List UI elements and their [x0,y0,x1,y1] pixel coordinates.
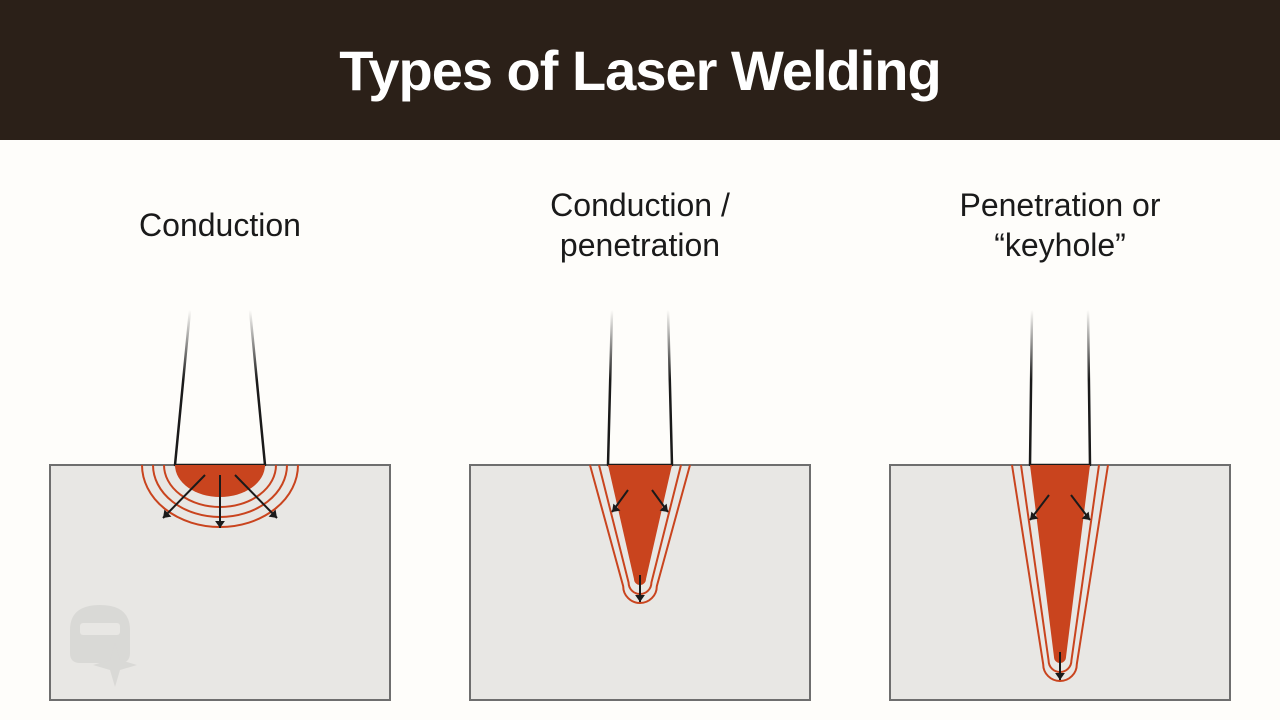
panel-label-conduction: Conduction [139,180,301,270]
panel-label-conduction-penetration: Conduction / penetration [550,180,730,270]
panel-conduction-penetration: Conduction / penetration [450,180,830,720]
header-bar: Types of Laser Welding [0,0,1280,140]
panel-conduction: Conduction [30,180,410,720]
panel-label-keyhole: Penetration or “keyhole” [959,180,1160,270]
panels-row: Conduction Conduction / penetration Pene… [0,140,1280,720]
diagram-conduction [30,280,410,720]
panel-keyhole: Penetration or “keyhole” [870,180,1250,720]
page-title: Types of Laser Welding [339,38,940,103]
diagram-keyhole [870,280,1250,720]
diagram-conduction-penetration [450,280,830,720]
